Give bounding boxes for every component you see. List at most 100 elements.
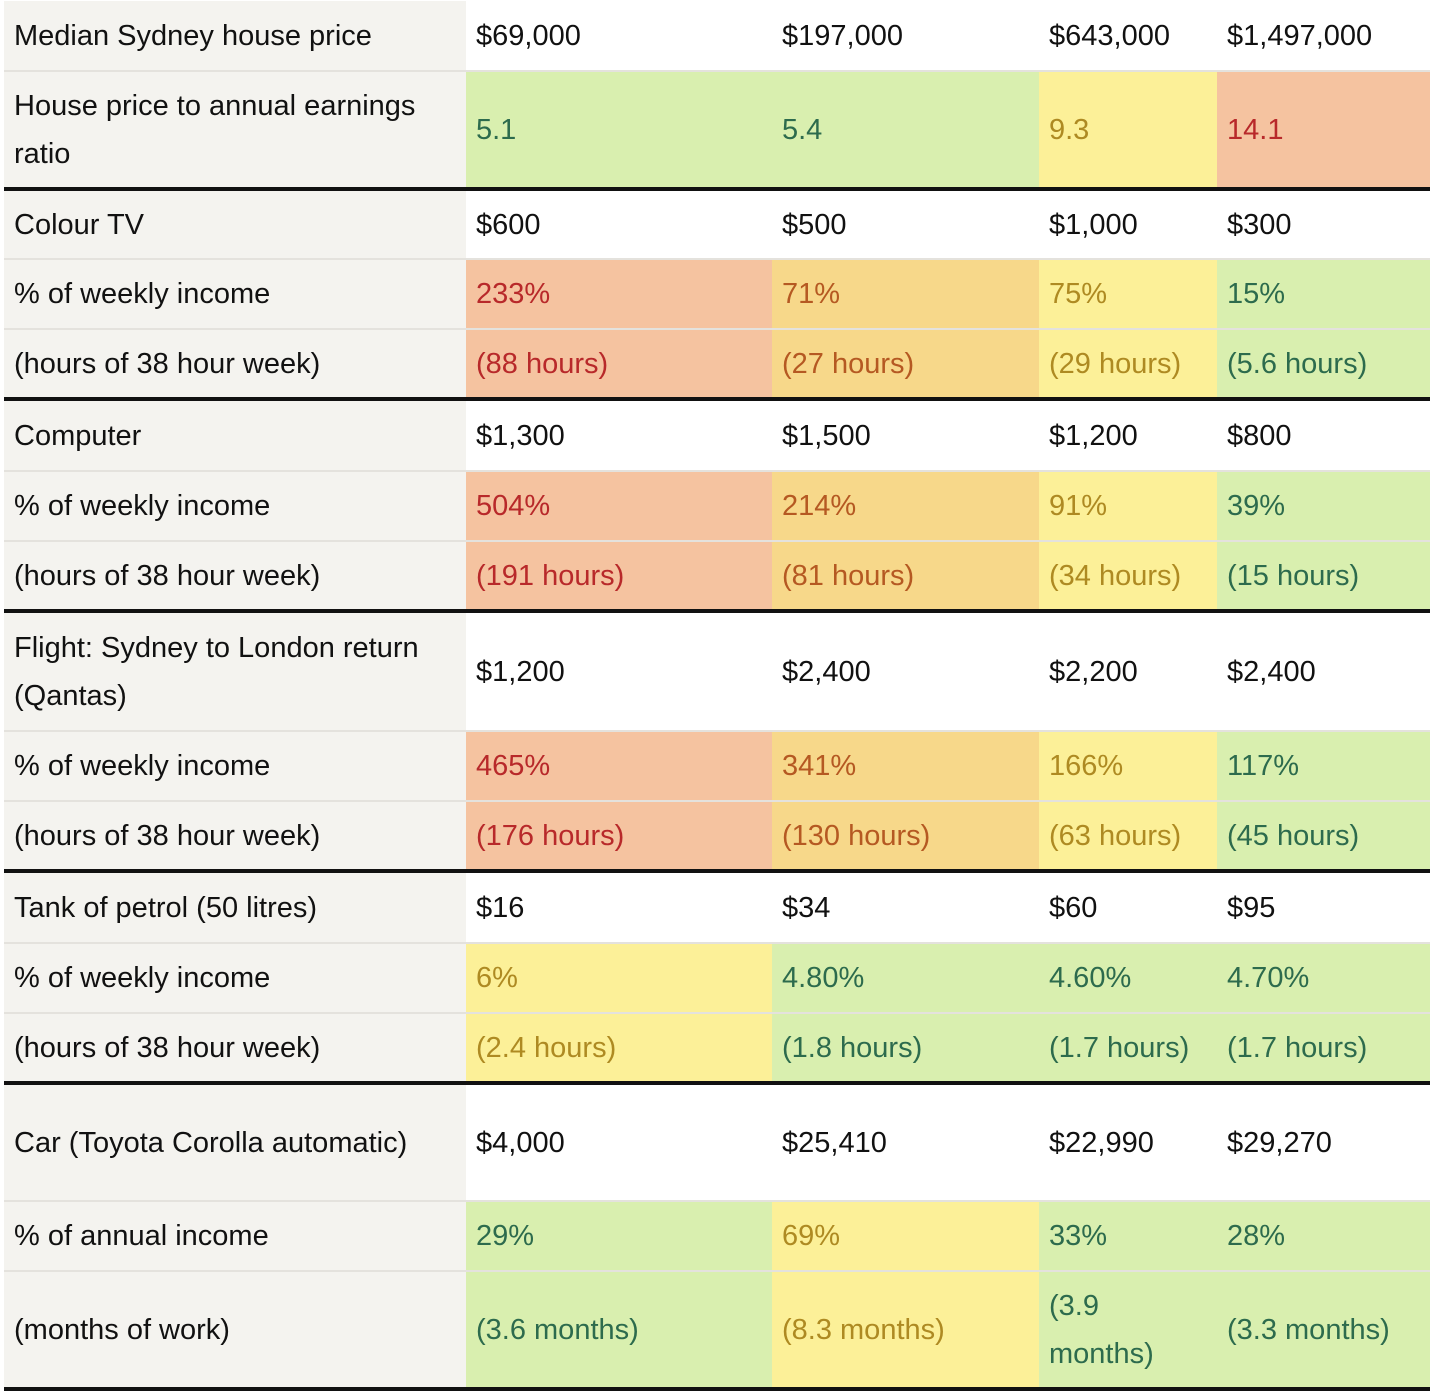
table-cell: (5.6 hours) xyxy=(1217,328,1430,399)
table-row: % of weekly income 504% 214% 91% 39% xyxy=(4,470,1430,541)
table-cell: $29,270 xyxy=(1217,1081,1430,1201)
row-label: Flight: Sydney to London return (Qantas) xyxy=(4,609,466,731)
table-cell: 9.3 xyxy=(1039,70,1217,189)
table-row: (months of work) (3.6 months) (8.3 months)… xyxy=(4,1270,1430,1391)
table-cell: (34 hours) xyxy=(1039,540,1217,611)
table-cell: (176 hours) xyxy=(466,800,772,871)
table-cell: (3.9 months) xyxy=(1039,1270,1217,1391)
table-cell: $1,300 xyxy=(466,397,772,471)
table-cell: 4.80% xyxy=(772,942,1039,1013)
table-cell: (191 hours) xyxy=(466,540,772,611)
table-cell: (3.3 months) xyxy=(1217,1270,1430,1391)
table-cell: 166% xyxy=(1039,730,1217,801)
row-label: % of weekly income xyxy=(4,942,466,1013)
table-cell: 465% xyxy=(466,730,772,801)
table-cell: 15% xyxy=(1217,258,1430,329)
table-cell: $197,000 xyxy=(772,1,1039,71)
table-cell: $643,000 xyxy=(1039,1,1217,71)
table-cell: $300 xyxy=(1217,187,1430,259)
table-cell: (3.6 months) xyxy=(466,1270,772,1391)
table-row: Car (Toyota Corolla automatic) $4,000 $25,… xyxy=(4,1081,1430,1201)
table-cell: 29% xyxy=(466,1200,772,1271)
row-label: Tank of petrol (50 litres) xyxy=(4,869,466,943)
row-label: % of annual income xyxy=(4,1200,466,1271)
table-row: (hours of 38 hour week) (191 hours) (81 ho… xyxy=(4,540,1430,611)
table-row: (hours of 38 hour week) (88 hours) (27 hou… xyxy=(4,328,1430,399)
row-label: (hours of 38 hour week) xyxy=(4,540,466,611)
table-cell: (29 hours) xyxy=(1039,328,1217,399)
table-row: House price to annual earnings ratio 5.1 5… xyxy=(4,70,1430,189)
table-cell: (130 hours) xyxy=(772,800,1039,871)
table-cell: 69% xyxy=(772,1200,1039,1271)
table-cell: $2,400 xyxy=(1217,609,1430,731)
table-cell: 117% xyxy=(1217,730,1430,801)
table-cell: (1.7 hours) xyxy=(1039,1012,1217,1083)
table-cell: 6% xyxy=(466,942,772,1013)
table-cell: 4.70% xyxy=(1217,942,1430,1013)
table-cell: 341% xyxy=(772,730,1039,801)
table-cell: $22,990 xyxy=(1039,1081,1217,1201)
table-cell: (27 hours) xyxy=(772,328,1039,399)
table-cell: (15 hours) xyxy=(1217,540,1430,611)
table-cell: $1,200 xyxy=(1039,397,1217,471)
price-comparison-table: Median Sydney house price $69,000 $197,000… xyxy=(4,1,1430,1391)
row-label: % of weekly income xyxy=(4,470,466,541)
table-row: % of weekly income 6% 4.80% 4.60% 4.70% xyxy=(4,942,1430,1013)
table-cell: 504% xyxy=(466,470,772,541)
row-label: Median Sydney house price xyxy=(4,1,466,71)
row-label: (hours of 38 hour week) xyxy=(4,328,466,399)
table-cell: $2,400 xyxy=(772,609,1039,731)
row-label: (hours of 38 hour week) xyxy=(4,1012,466,1083)
table-cell: (45 hours) xyxy=(1217,800,1430,871)
table-cell: (2.4 hours) xyxy=(466,1012,772,1083)
table-cell: (81 hours) xyxy=(772,540,1039,611)
table-row: Colour TV $600 $500 $1,000 $300 xyxy=(4,187,1430,259)
table-cell: 91% xyxy=(1039,470,1217,541)
table-cell: (1.8 hours) xyxy=(772,1012,1039,1083)
row-label: (months of work) xyxy=(4,1270,466,1391)
table-cell: 214% xyxy=(772,470,1039,541)
table-row: Flight: Sydney to London return (Qantas)… xyxy=(4,609,1430,731)
table-cell: $1,200 xyxy=(466,609,772,731)
table-cell: $69,000 xyxy=(466,1,772,71)
table-cell: $1,000 xyxy=(1039,187,1217,259)
table-cell: 14.1 xyxy=(1217,70,1430,189)
table-cell: $600 xyxy=(466,187,772,259)
table-cell: $1,497,000 xyxy=(1217,1,1430,71)
table-cell: $25,410 xyxy=(772,1081,1039,1201)
table-cell: $16 xyxy=(466,869,772,943)
table-cell: 5.1 xyxy=(466,70,772,189)
table-row: Median Sydney house price $69,000 $197,000… xyxy=(4,1,1430,71)
row-label: % of weekly income xyxy=(4,730,466,801)
table-cell: $34 xyxy=(772,869,1039,943)
table-cell: (8.3 months) xyxy=(772,1270,1039,1391)
table-row: % of annual income 29% 69% 33% 28% xyxy=(4,1200,1430,1271)
table-row: (hours of 38 hour week) (2.4 hours) (1.8 h… xyxy=(4,1012,1430,1083)
table-cell: $500 xyxy=(772,187,1039,259)
table-row: Computer $1,300 $1,500 $1,200 $800 xyxy=(4,397,1430,471)
table-cell: 5.4 xyxy=(772,70,1039,189)
table-cell: (88 hours) xyxy=(466,328,772,399)
row-label: Colour TV xyxy=(4,187,466,259)
table-cell: 233% xyxy=(466,258,772,329)
row-label: % of weekly income xyxy=(4,258,466,329)
table-row: % of weekly income 465% 341% 166% 117% xyxy=(4,730,1430,801)
table-cell: (1.7 hours) xyxy=(1217,1012,1430,1083)
table-row: % of weekly income 233% 71% 75% 15% xyxy=(4,258,1430,329)
table-body: Median Sydney house price $69,000 $197,000… xyxy=(4,1,1430,1391)
table-cell: $800 xyxy=(1217,397,1430,471)
row-label: (hours of 38 hour week) xyxy=(4,800,466,871)
table-cell: 33% xyxy=(1039,1200,1217,1271)
table-cell: 4.60% xyxy=(1039,942,1217,1013)
table-cell: $1,500 xyxy=(772,397,1039,471)
table-cell: 39% xyxy=(1217,470,1430,541)
row-label: House price to annual earnings ratio xyxy=(4,70,466,189)
table-cell: 75% xyxy=(1039,258,1217,329)
table-cell: 28% xyxy=(1217,1200,1430,1271)
table-cell: $95 xyxy=(1217,869,1430,943)
table-cell: 71% xyxy=(772,258,1039,329)
row-label: Computer xyxy=(4,397,466,471)
table-cell: $4,000 xyxy=(466,1081,772,1201)
row-label: Car (Toyota Corolla automatic) xyxy=(4,1081,466,1201)
table-cell: (63 hours) xyxy=(1039,800,1217,871)
